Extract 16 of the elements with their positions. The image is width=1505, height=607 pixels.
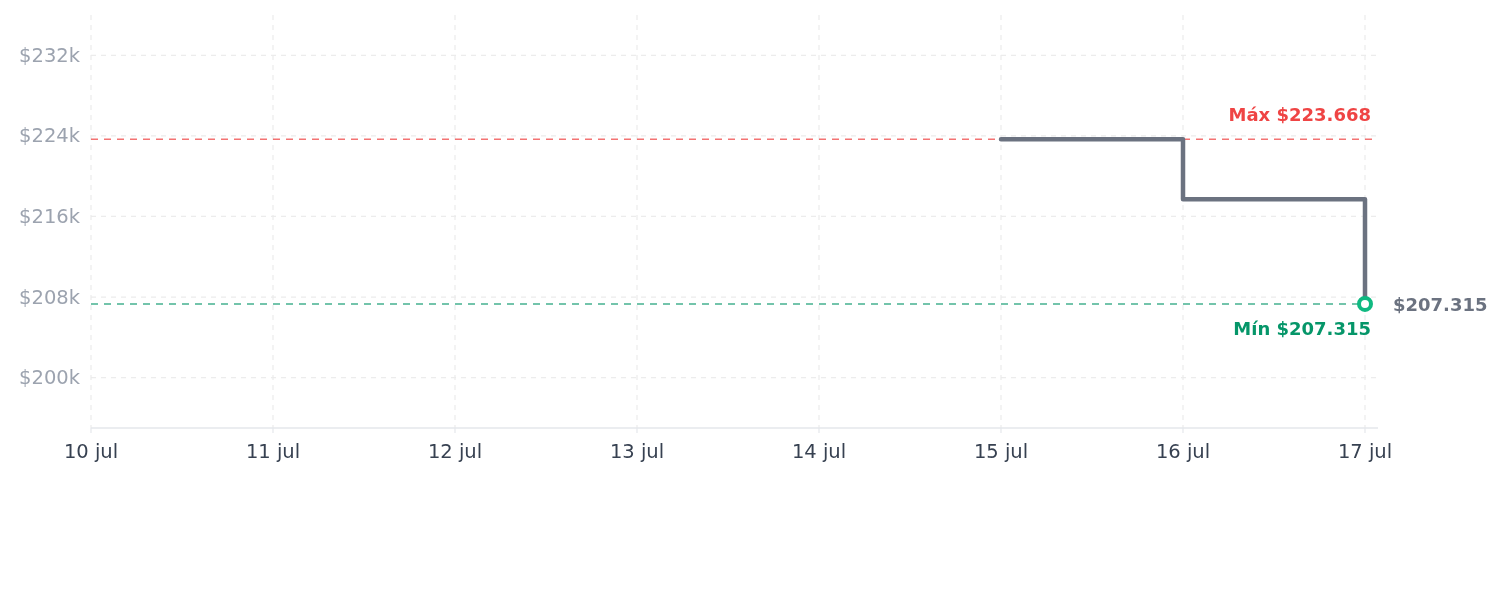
- x-tick-label: 16 jul: [1155, 439, 1211, 463]
- x-tick-label: 14 jul: [791, 439, 847, 463]
- x-tick-label: 11 jul: [245, 439, 301, 463]
- x-tick-label: 12 jul: [427, 439, 483, 463]
- x-tick-label: 10 jul: [63, 439, 119, 463]
- y-tick-label: $208k: [19, 285, 81, 309]
- y-tick-label: $224k: [19, 124, 81, 148]
- y-tick-label: $200k: [19, 366, 81, 390]
- x-tick-label: 13 jul: [609, 439, 665, 463]
- ref-line-label: Mín $207.315: [1233, 317, 1371, 339]
- y-tick-label: $216k: [19, 204, 81, 228]
- x-tick-label: 15 jul: [973, 439, 1029, 463]
- x-tick-label: 17 jul: [1337, 439, 1393, 463]
- data-label: $207.315: [1393, 293, 1488, 315]
- ref-line-label: Máx $223.668: [1228, 103, 1371, 125]
- y-tick-label: $232k: [19, 43, 81, 67]
